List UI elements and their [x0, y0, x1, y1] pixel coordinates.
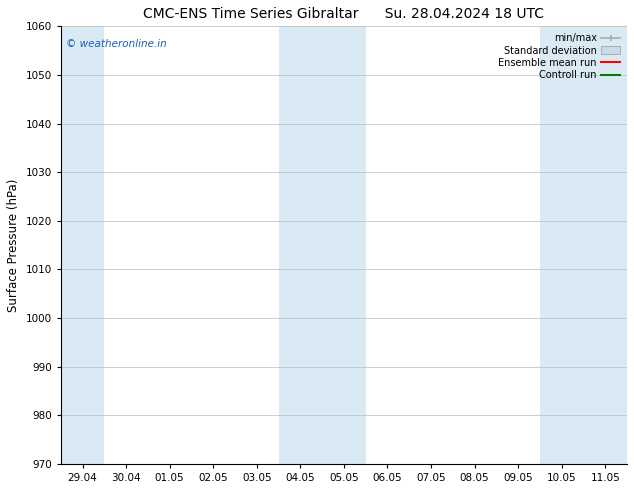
Y-axis label: Surface Pressure (hPa): Surface Pressure (hPa)	[7, 178, 20, 312]
Bar	[61, 26, 105, 464]
Bar	[540, 26, 627, 464]
Text: © weatheronline.in: © weatheronline.in	[67, 39, 167, 49]
Bar	[278, 26, 366, 464]
Legend: min/max, Standard deviation, Ensemble mean run, Controll run: min/max, Standard deviation, Ensemble me…	[495, 29, 624, 84]
Title: CMC-ENS Time Series Gibraltar      Su. 28.04.2024 18 UTC: CMC-ENS Time Series Gibraltar Su. 28.04.…	[143, 7, 545, 21]
